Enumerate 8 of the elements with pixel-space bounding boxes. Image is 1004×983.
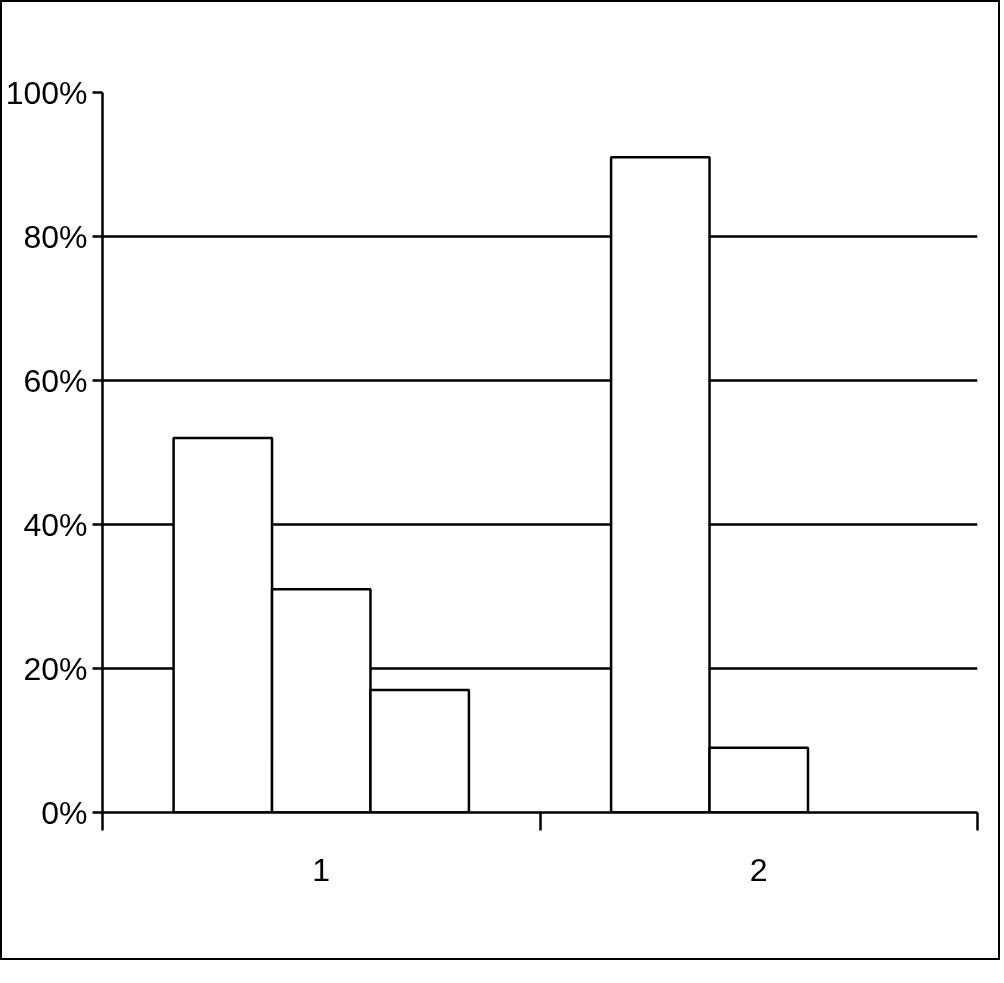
y-tick-label: 0% xyxy=(41,794,88,831)
x-tick-label: 1 xyxy=(312,851,331,888)
y-tick-label: 100% xyxy=(5,74,88,111)
y-tick-label: 20% xyxy=(23,650,88,687)
y-tick-label: 60% xyxy=(23,362,88,399)
x-tick-label: 2 xyxy=(749,851,768,888)
y-tick-label: 80% xyxy=(23,218,88,255)
y-tick-label: 40% xyxy=(23,506,88,543)
